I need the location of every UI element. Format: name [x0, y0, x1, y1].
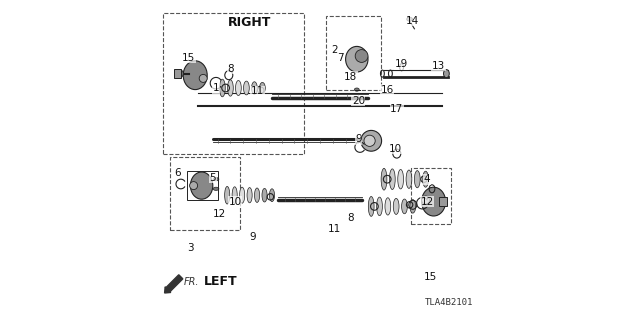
Ellipse shape [247, 188, 252, 203]
Ellipse shape [415, 171, 420, 188]
Text: 3: 3 [187, 243, 194, 253]
Ellipse shape [255, 188, 260, 203]
Ellipse shape [252, 82, 257, 94]
Ellipse shape [381, 168, 387, 190]
Text: 12: 12 [212, 209, 226, 220]
Ellipse shape [369, 196, 374, 216]
Ellipse shape [213, 178, 219, 181]
Ellipse shape [239, 187, 244, 203]
Ellipse shape [393, 198, 399, 214]
Ellipse shape [236, 81, 241, 96]
Text: 11: 11 [251, 86, 264, 96]
Text: 11: 11 [328, 224, 341, 234]
Ellipse shape [355, 50, 368, 62]
Text: 1: 1 [212, 83, 220, 93]
Ellipse shape [260, 83, 265, 94]
Ellipse shape [422, 171, 429, 187]
Ellipse shape [183, 61, 207, 90]
Ellipse shape [406, 170, 412, 188]
Ellipse shape [402, 199, 408, 214]
Ellipse shape [220, 79, 225, 97]
Text: 10: 10 [228, 196, 242, 207]
Text: 12: 12 [420, 196, 434, 207]
Ellipse shape [422, 196, 429, 204]
Ellipse shape [385, 198, 390, 215]
Text: FR.: FR. [184, 276, 200, 287]
Text: RIGHT: RIGHT [228, 16, 271, 29]
Text: 9: 9 [250, 232, 256, 242]
Ellipse shape [269, 189, 275, 202]
Ellipse shape [389, 169, 396, 189]
FancyBboxPatch shape [174, 69, 182, 78]
Text: 13: 13 [432, 60, 445, 71]
Text: 19: 19 [395, 59, 408, 69]
Ellipse shape [376, 197, 383, 216]
Ellipse shape [364, 135, 375, 147]
Text: 18: 18 [344, 72, 357, 82]
Ellipse shape [262, 188, 267, 202]
Ellipse shape [346, 46, 368, 72]
FancyArrow shape [164, 275, 183, 293]
Ellipse shape [422, 187, 445, 216]
Ellipse shape [228, 80, 234, 96]
Text: 6: 6 [174, 168, 181, 178]
Text: 15: 15 [182, 52, 195, 63]
Text: 14: 14 [406, 16, 419, 26]
Ellipse shape [410, 200, 416, 213]
Text: 4: 4 [424, 174, 431, 184]
Text: 10: 10 [388, 144, 402, 154]
Text: 20: 20 [352, 96, 365, 106]
Ellipse shape [225, 186, 230, 204]
Ellipse shape [444, 70, 449, 78]
Ellipse shape [407, 17, 413, 21]
Ellipse shape [361, 131, 381, 151]
Ellipse shape [355, 88, 359, 91]
Text: 16: 16 [381, 84, 394, 95]
Ellipse shape [199, 75, 207, 83]
Ellipse shape [398, 170, 404, 189]
Text: 7: 7 [337, 52, 344, 63]
Text: LEFT: LEFT [204, 275, 237, 288]
Ellipse shape [243, 81, 250, 95]
Text: 8: 8 [347, 212, 354, 223]
Text: 17: 17 [390, 104, 403, 114]
Ellipse shape [179, 70, 183, 77]
Ellipse shape [189, 182, 198, 189]
Text: 8: 8 [227, 64, 234, 74]
Text: 5: 5 [209, 172, 216, 183]
Text: 9: 9 [355, 134, 362, 144]
Text: 2: 2 [331, 44, 338, 55]
Ellipse shape [213, 187, 219, 190]
Ellipse shape [232, 187, 237, 204]
Text: TLA4B2101: TLA4B2101 [425, 298, 474, 307]
Text: 15: 15 [424, 272, 437, 282]
Ellipse shape [191, 172, 212, 199]
FancyBboxPatch shape [440, 197, 447, 206]
